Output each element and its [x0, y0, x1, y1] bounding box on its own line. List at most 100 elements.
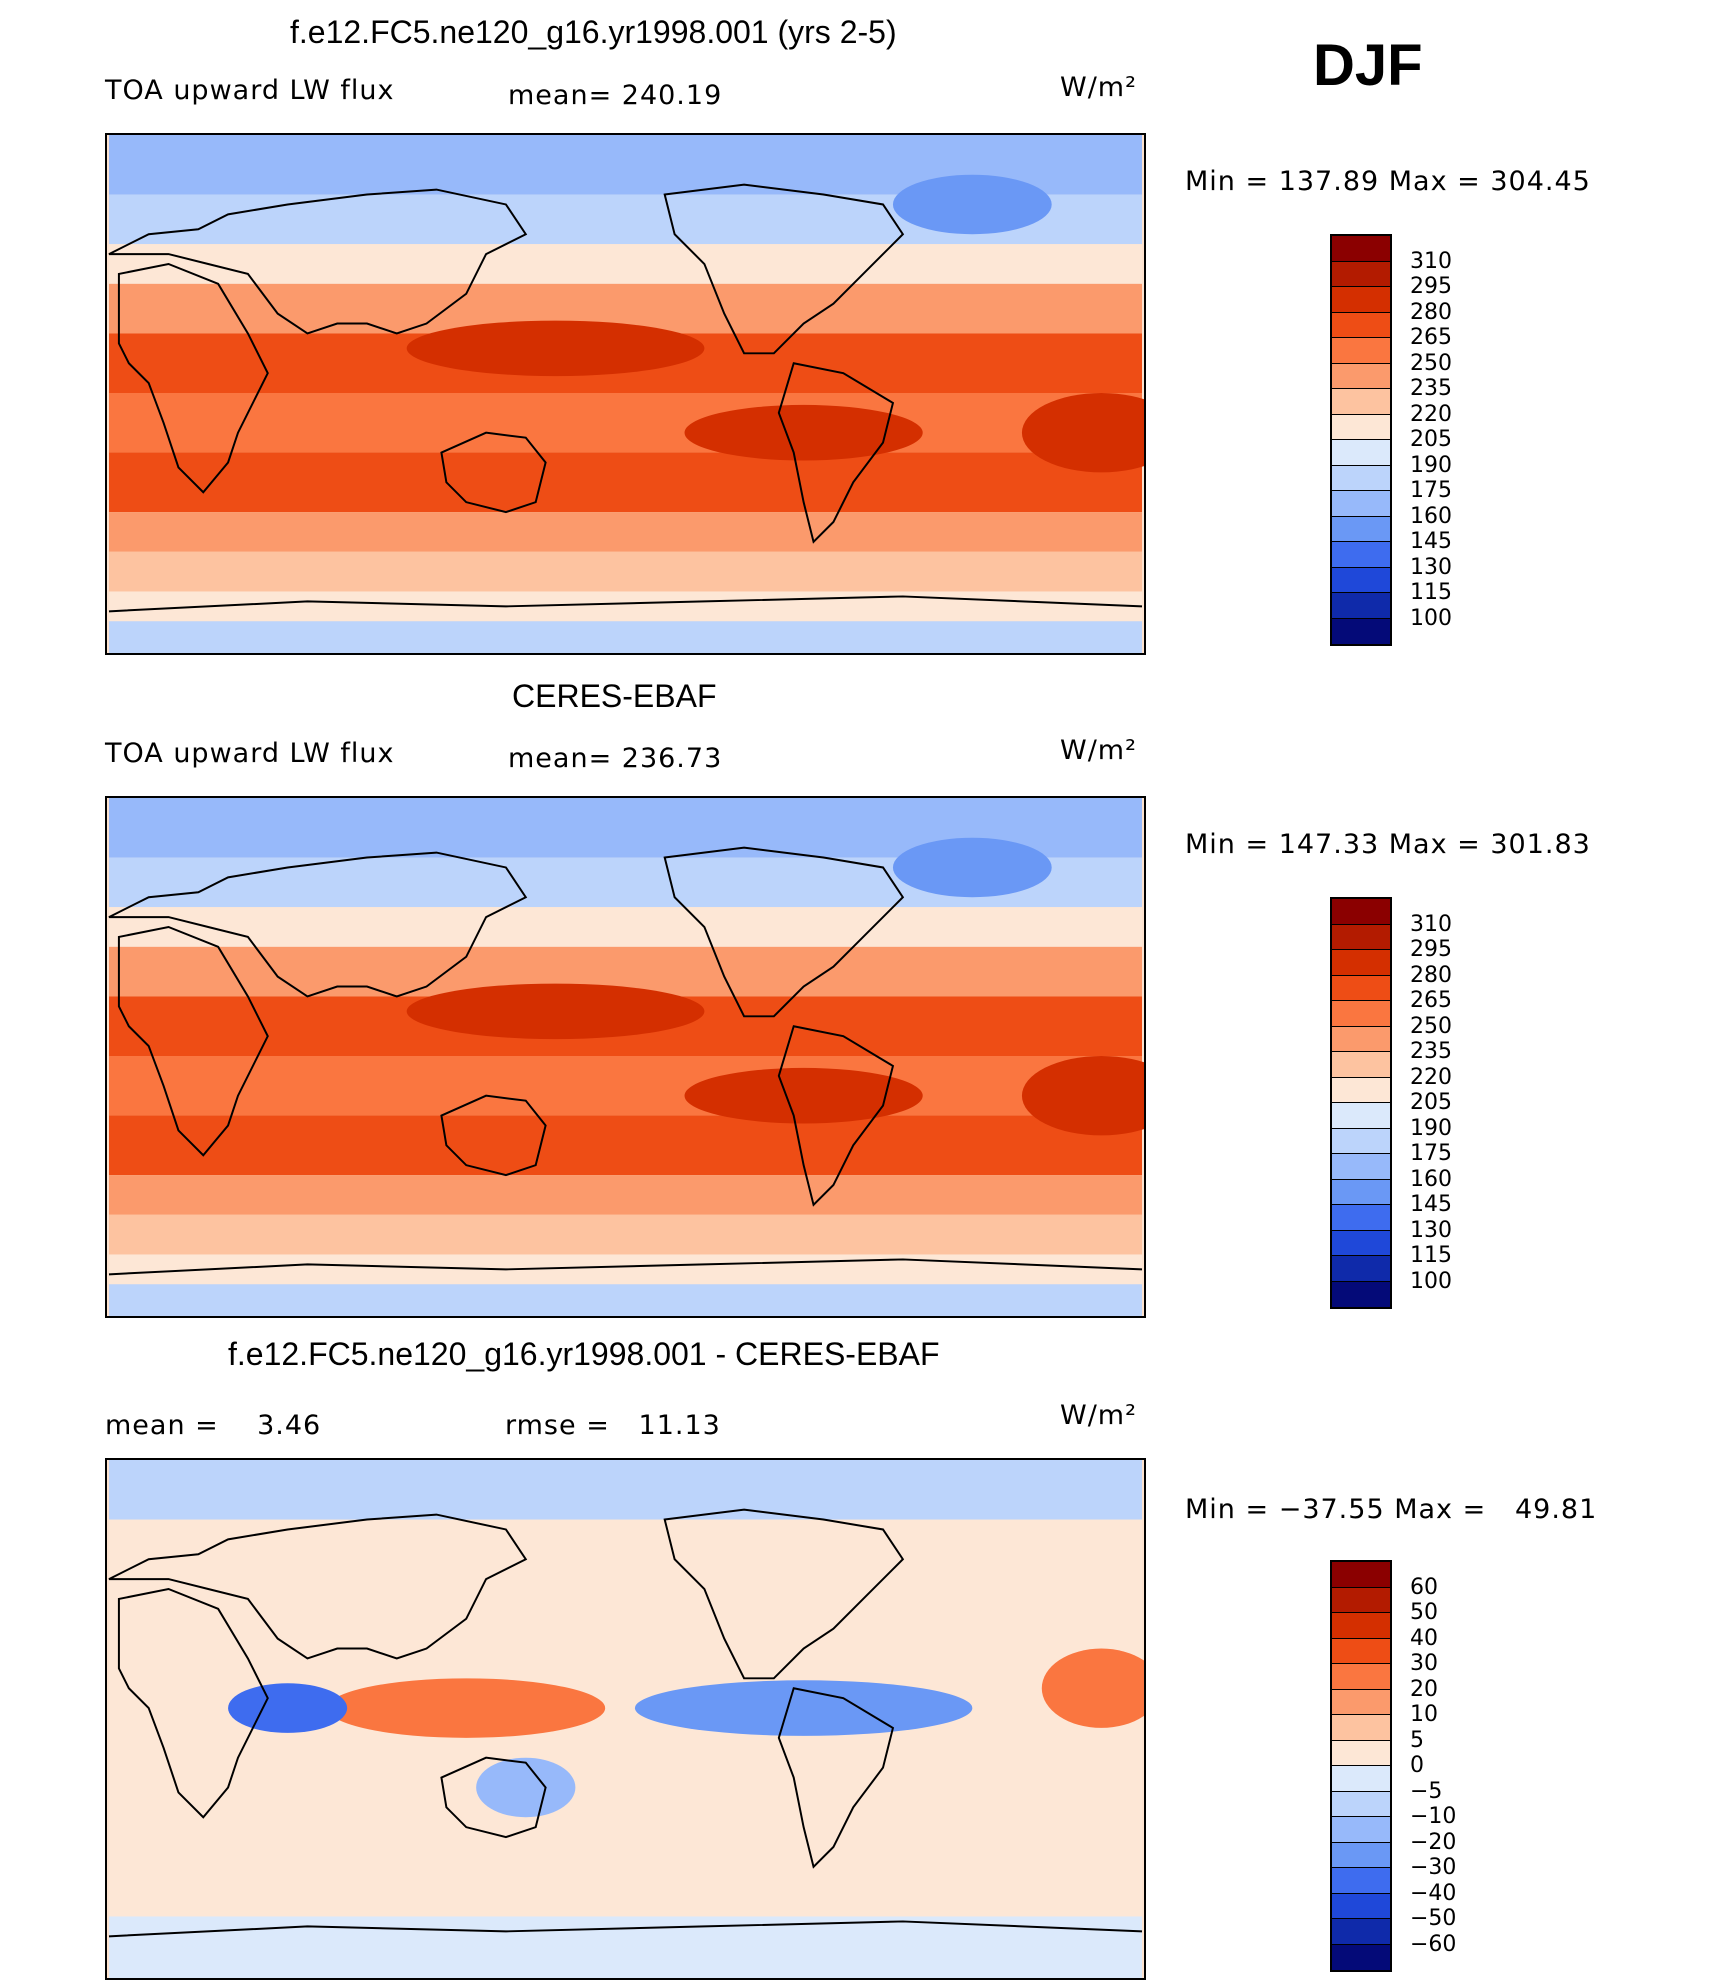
colorbar-swatch	[1332, 1689, 1390, 1715]
panel3-mean-label: mean = 3.46	[105, 1410, 322, 1441]
colorbar-tick-label: 60	[1410, 1574, 1438, 1600]
colorbar-tick-label: 160	[1410, 503, 1452, 529]
colorbar-tick-label: 130	[1410, 554, 1452, 580]
panel3-map	[105, 1458, 1146, 1980]
colorbar-tick-label: −40	[1410, 1880, 1457, 1906]
colorbar-tick-label: 20	[1410, 1676, 1438, 1702]
map-svg	[108, 135, 1144, 653]
colorbar-swatch	[1332, 236, 1390, 262]
colorbar-swatch	[1332, 465, 1390, 491]
colorbar-tick-label: 280	[1410, 299, 1452, 325]
map-svg	[108, 1460, 1144, 1978]
colorbar-swatch	[1332, 1230, 1390, 1256]
colorbar-tick-label: −50	[1410, 1906, 1457, 1931]
colorbar-swatch	[1332, 1740, 1390, 1766]
colorbar-swatch	[1332, 950, 1390, 976]
colorbar-tick-label: 30	[1410, 1651, 1438, 1676]
colorbar-swatch	[1332, 261, 1390, 287]
colorbar-swatch	[1332, 1587, 1390, 1613]
colorbar-tick-label: 115	[1410, 1243, 1452, 1268]
colorbar-tick-label: 220	[1410, 1064, 1452, 1090]
map-svg	[108, 798, 1144, 1316]
colorbar-tick-label: 10	[1410, 1702, 1438, 1727]
colorbar-swatch	[1332, 1893, 1390, 1919]
colorbar-swatch	[1332, 287, 1390, 313]
colorbar-swatch	[1332, 491, 1390, 517]
colorbar-tick-label: 100	[1410, 1268, 1452, 1294]
colorbar-swatch	[1332, 1103, 1390, 1129]
colorbar-tick-label: 235	[1410, 376, 1452, 401]
panel3-title: f.e12.FC5.ne120_g16.yr1998.001 - CERES-E…	[228, 1336, 940, 1372]
colorbar-tick-label: 100	[1410, 605, 1452, 631]
colorbar-tick-label: 5	[1410, 1727, 1424, 1753]
colorbar-swatch	[1332, 924, 1390, 950]
colorbar-swatch	[1332, 1919, 1390, 1945]
colorbar-swatch	[1332, 363, 1390, 389]
colorbar-swatch	[1332, 1154, 1390, 1180]
panel1-units-label: W/m²	[1060, 72, 1137, 103]
colorbar-tick-label: 160	[1410, 1166, 1452, 1192]
colorbar-tick-label: 115	[1410, 580, 1452, 605]
panel1-title: f.e12.FC5.ne120_g16.yr1998.001 (yrs 2-5)	[290, 14, 897, 50]
colorbar-swatch	[1332, 593, 1390, 619]
colorbar-swatch	[1332, 1179, 1390, 1205]
colorbar-swatch	[1332, 899, 1390, 925]
colorbar-tick-label: 0	[1410, 1753, 1424, 1778]
colorbar-tick-label: 280	[1410, 962, 1452, 988]
panel2-mean-label: mean= 236.73	[508, 743, 723, 774]
colorbar-tick-label: 145	[1410, 529, 1452, 554]
colorbar-swatch	[1332, 1077, 1390, 1103]
panel3-minmax: Min = −37.55 Max = 49.81	[1185, 1494, 1598, 1525]
colorbar-swatch	[1332, 1128, 1390, 1154]
colorbar-swatch	[1332, 1791, 1390, 1817]
season-label: DJF	[1313, 33, 1423, 98]
colorbar-swatch	[1332, 1817, 1390, 1843]
colorbar-swatch	[1332, 975, 1390, 1001]
colorbar-tick-label: 190	[1410, 1115, 1452, 1141]
colorbar-swatch	[1332, 389, 1390, 415]
panel1-map	[105, 133, 1146, 655]
colorbar-swatch	[1332, 414, 1390, 440]
colorbar-tick-label: 295	[1410, 274, 1452, 299]
colorbar-tick-label: 220	[1410, 401, 1452, 427]
colorbar-tick-label: 310	[1410, 911, 1452, 937]
panel1-variable-label: TOA upward LW flux	[105, 75, 395, 106]
colorbar-tick-label: 310	[1410, 248, 1452, 274]
colorbar-swatch	[1332, 1766, 1390, 1792]
panel3-colorbar	[1330, 1560, 1392, 1972]
colorbar-tick-label: −60	[1410, 1931, 1457, 1957]
colorbar-swatch	[1332, 1281, 1390, 1307]
colorbar-swatch	[1332, 1052, 1390, 1078]
colorbar-swatch	[1332, 516, 1390, 542]
colorbar-tick-label: 175	[1410, 478, 1452, 503]
panel2-title: CERES-EBAF	[512, 678, 717, 714]
colorbar-swatch	[1332, 1944, 1390, 1970]
colorbar-swatch	[1332, 312, 1390, 338]
panel2-colorbar	[1330, 897, 1392, 1309]
colorbar-swatch	[1332, 1205, 1390, 1231]
panel1-colorbar	[1330, 234, 1392, 646]
colorbar-swatch	[1332, 1638, 1390, 1664]
colorbar-tick-label: −20	[1410, 1829, 1457, 1855]
panel3-rmse-label: rmse = 11.13	[505, 1410, 721, 1441]
panel2-units-label: W/m²	[1060, 735, 1137, 766]
colorbar-tick-label: 205	[1410, 1090, 1452, 1115]
colorbar-swatch	[1332, 1001, 1390, 1027]
colorbar-swatch	[1332, 567, 1390, 593]
colorbar-swatch	[1332, 542, 1390, 568]
colorbar-tick-label: 295	[1410, 937, 1452, 962]
colorbar-tick-label: 265	[1410, 988, 1452, 1013]
colorbar-swatch	[1332, 1842, 1390, 1868]
colorbar-swatch	[1332, 1256, 1390, 1282]
colorbar-swatch	[1332, 440, 1390, 466]
colorbar-tick-label: 50	[1410, 1600, 1438, 1625]
colorbar-swatch	[1332, 1026, 1390, 1052]
colorbar-tick-label: 145	[1410, 1192, 1452, 1217]
colorbar-tick-label: 265	[1410, 325, 1452, 350]
colorbar-swatch	[1332, 1715, 1390, 1741]
colorbar-tick-label: 250	[1410, 350, 1452, 376]
colorbar-tick-label: 235	[1410, 1039, 1452, 1064]
panel2-minmax: Min = 147.33 Max = 301.83	[1185, 829, 1591, 860]
colorbar-tick-label: 205	[1410, 427, 1452, 452]
panel3-units-label: W/m²	[1060, 1400, 1137, 1431]
